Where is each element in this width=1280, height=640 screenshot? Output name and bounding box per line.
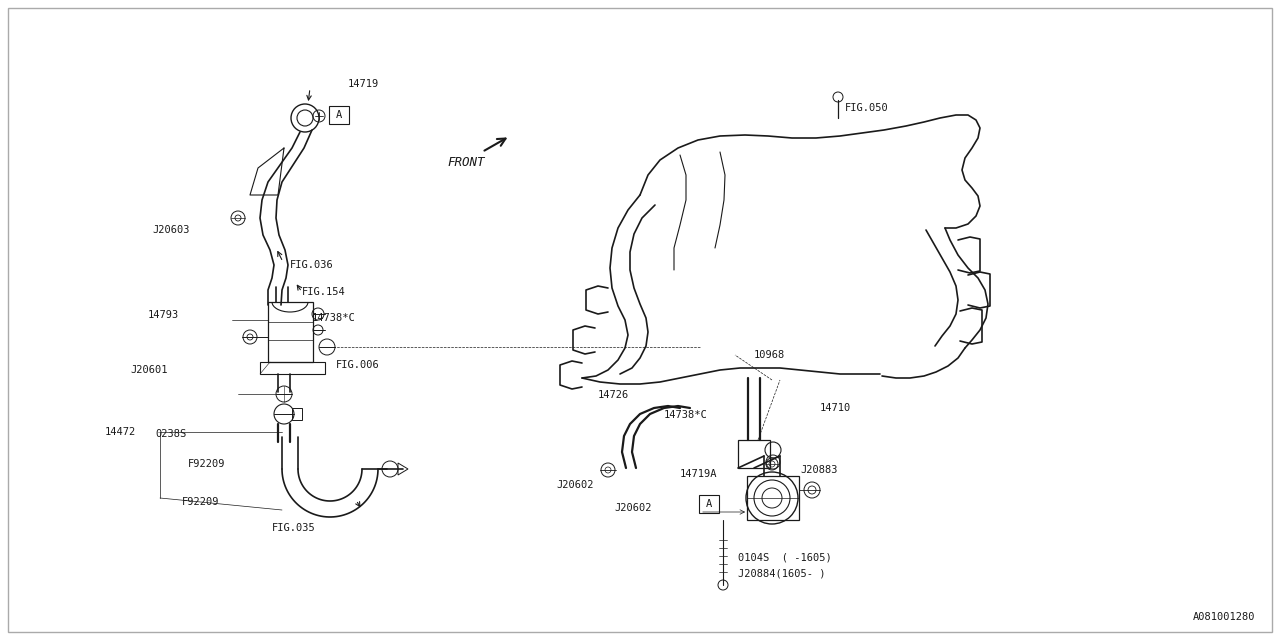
Bar: [739, 440, 771, 468]
FancyBboxPatch shape: [329, 106, 349, 124]
Text: 14738*C: 14738*C: [664, 410, 708, 420]
Text: J20601: J20601: [131, 365, 168, 375]
Text: 14726: 14726: [598, 390, 630, 400]
Text: FIG.154: FIG.154: [302, 287, 346, 297]
Text: J20603: J20603: [152, 225, 189, 235]
Text: 10968: 10968: [754, 350, 785, 360]
Bar: [748, 476, 799, 520]
Text: J20883: J20883: [800, 465, 837, 475]
Text: F92209: F92209: [188, 459, 225, 469]
Text: J20602: J20602: [556, 480, 594, 490]
Text: 14793: 14793: [148, 310, 179, 320]
Text: 14738*C: 14738*C: [312, 313, 356, 323]
Bar: [268, 302, 314, 362]
Text: FRONT: FRONT: [447, 156, 485, 168]
Text: 14719: 14719: [348, 79, 379, 89]
Text: A081001280: A081001280: [1193, 612, 1254, 622]
Text: FIG.036: FIG.036: [291, 260, 334, 270]
Text: A: A: [335, 110, 342, 120]
Text: J20602: J20602: [614, 503, 652, 513]
Text: 0104S  ( -1605): 0104S ( -1605): [739, 553, 832, 563]
Text: 14710: 14710: [820, 403, 851, 413]
Bar: [260, 362, 325, 374]
Text: 0238S: 0238S: [155, 429, 187, 439]
Text: F92209: F92209: [182, 497, 219, 507]
FancyBboxPatch shape: [699, 495, 719, 513]
Text: A: A: [705, 499, 712, 509]
Text: FIG.006: FIG.006: [335, 360, 380, 370]
Text: FIG.035: FIG.035: [273, 523, 316, 533]
Text: FIG.050: FIG.050: [845, 103, 888, 113]
Text: 14472: 14472: [105, 427, 136, 437]
Text: 14719A: 14719A: [680, 469, 718, 479]
Bar: [292, 408, 302, 420]
Text: J20884(1605- ): J20884(1605- ): [739, 569, 826, 579]
